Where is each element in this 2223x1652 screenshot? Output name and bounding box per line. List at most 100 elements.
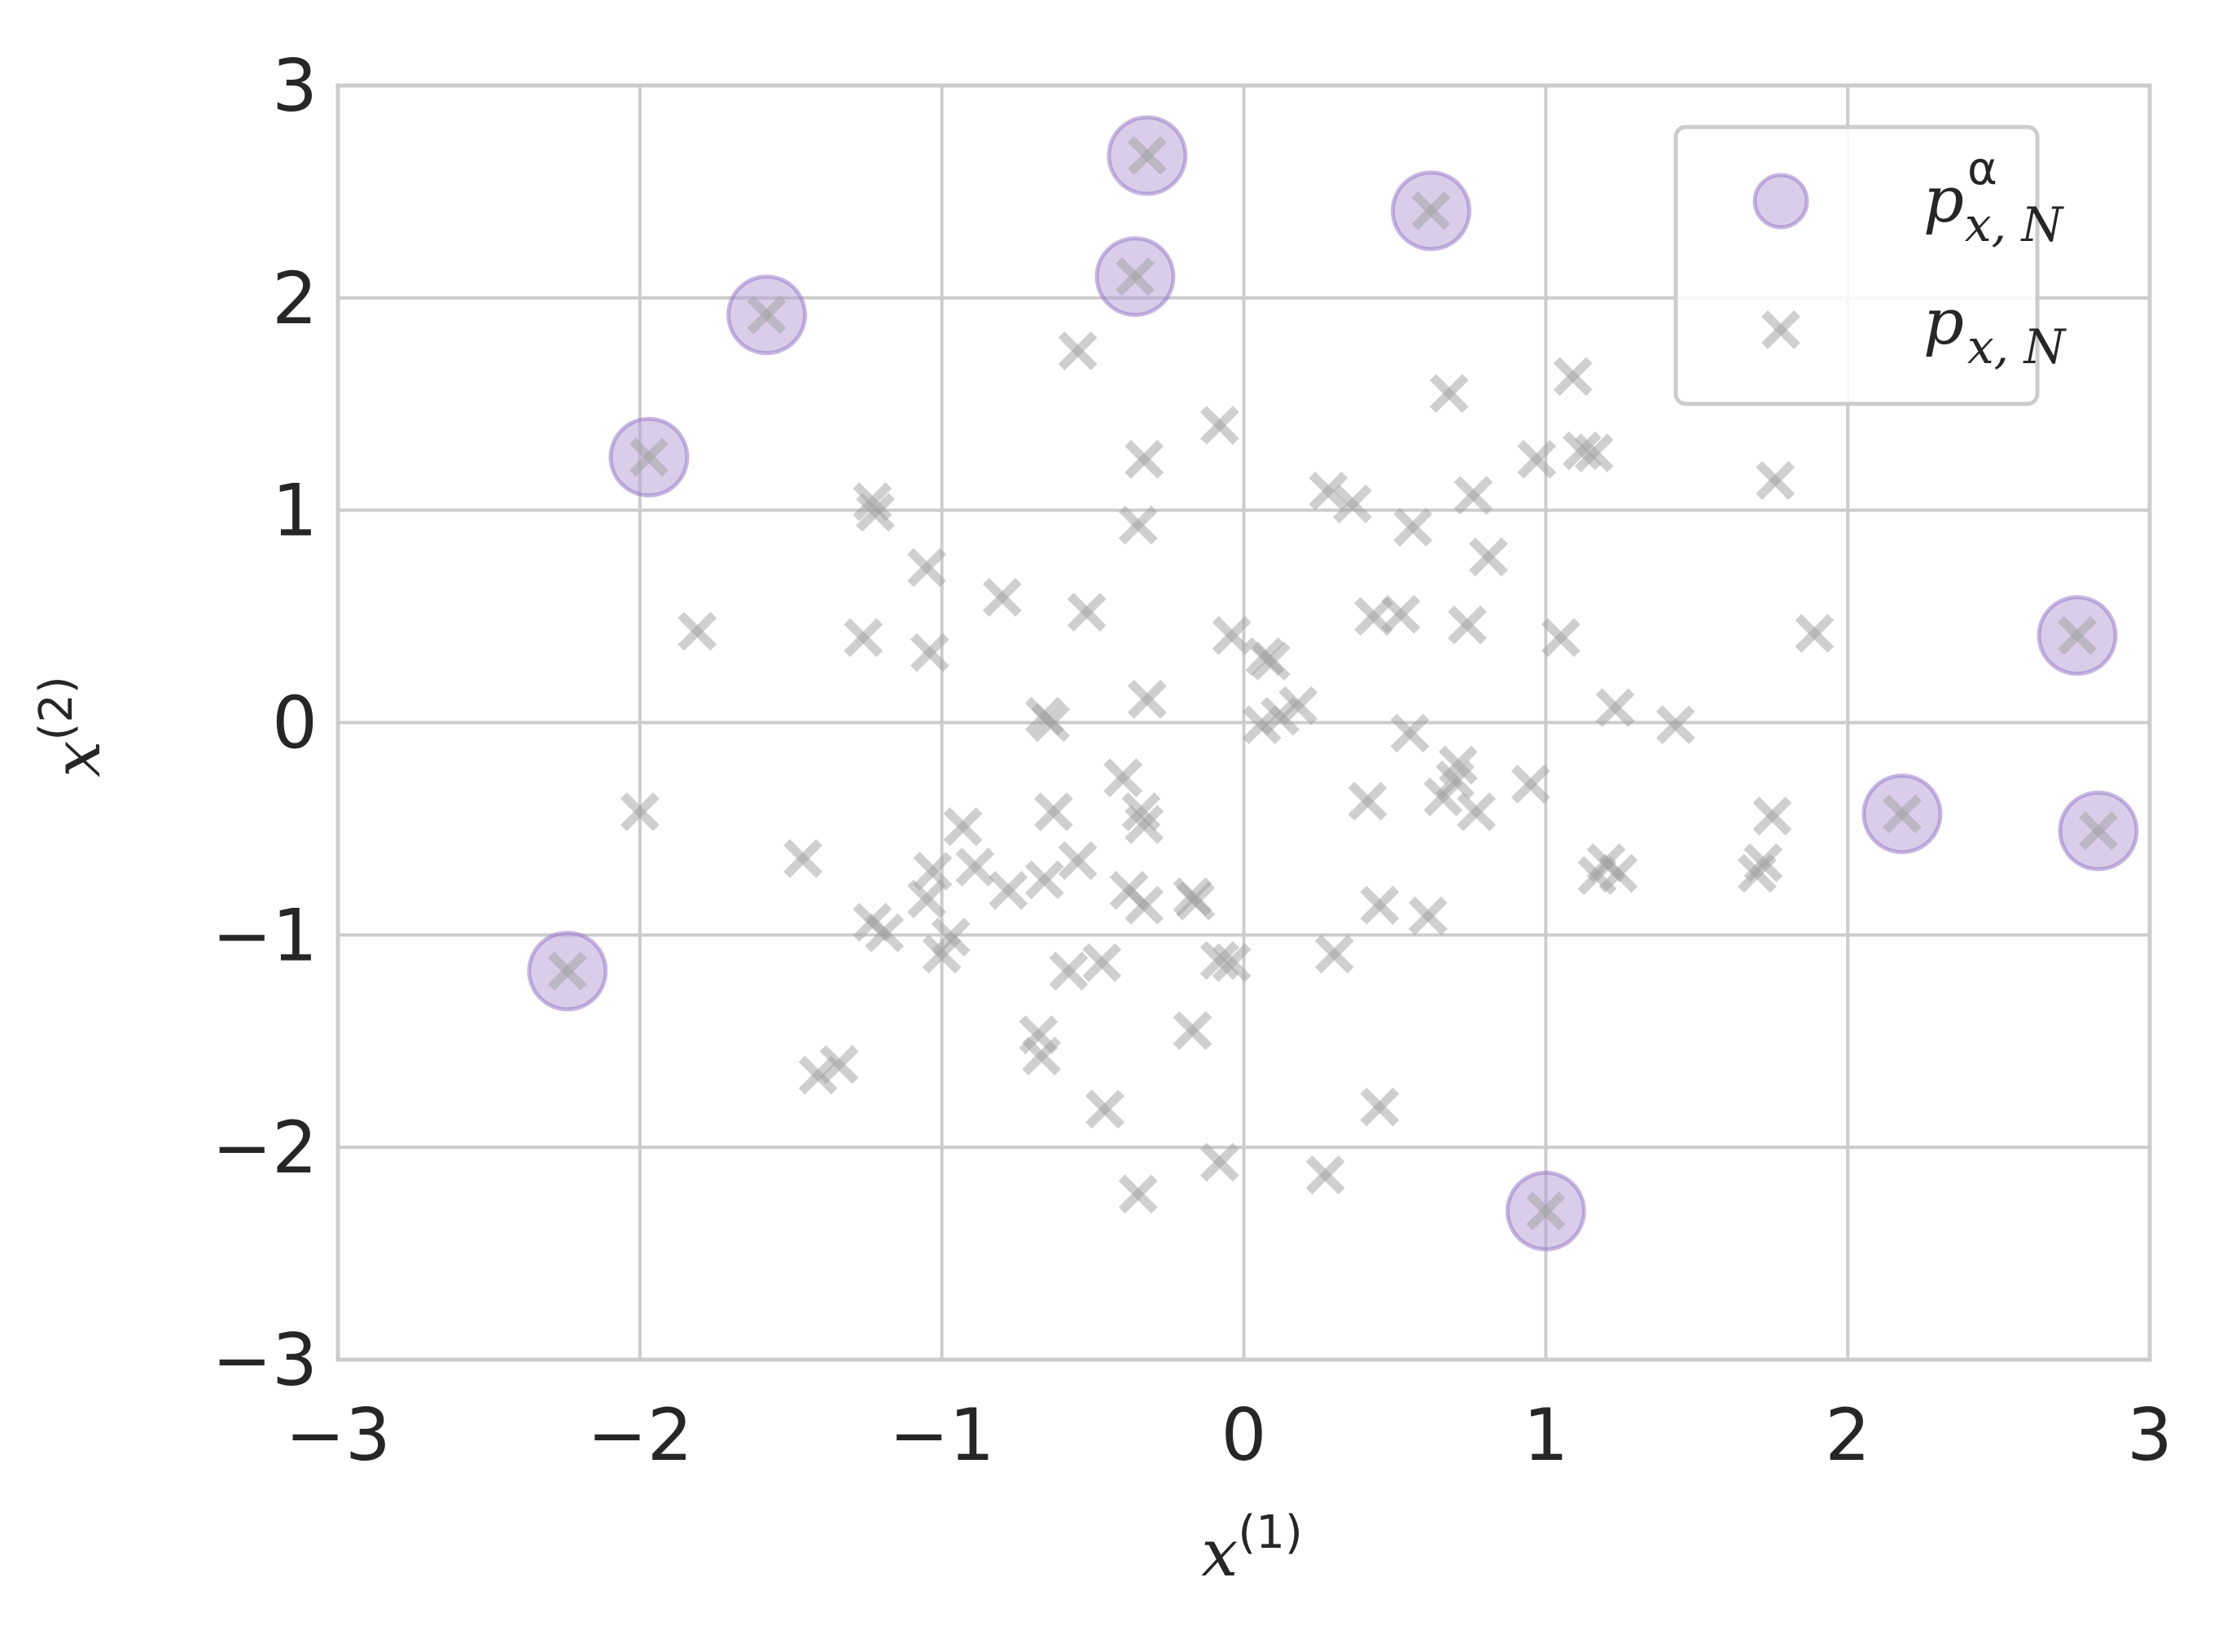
legend-entry-all: px, N: [1761, 286, 2067, 375]
data-point: [1127, 136, 1167, 175]
x-tick-label: 2: [1825, 1393, 1870, 1477]
data-point: [989, 870, 1028, 910]
data-point: [913, 852, 953, 891]
data-point: [1082, 943, 1122, 983]
data-point: [1883, 794, 1922, 834]
data-point: [1031, 703, 1071, 743]
data-point: [910, 633, 949, 673]
data-point: [1510, 765, 1550, 804]
data-point: [1049, 951, 1089, 991]
legend-label-selected: pα x, N: [1923, 142, 2064, 252]
data-point: [844, 618, 884, 658]
legend-x-marker: [1761, 310, 1800, 349]
data-point: [1127, 679, 1167, 719]
data-point: [1795, 614, 1835, 653]
data-point: [1655, 705, 1695, 744]
data-point: [1752, 796, 1792, 836]
data-point: [1067, 592, 1107, 632]
data-point: [1314, 934, 1354, 974]
data-point: [982, 577, 1022, 617]
data-point: [1278, 686, 1318, 725]
data-point: [1574, 433, 1614, 473]
data-point: [1058, 841, 1098, 880]
data-point: [819, 1045, 859, 1085]
data-point: [1058, 331, 1098, 370]
data-point: [1423, 777, 1463, 817]
x-tick-label: 0: [1221, 1393, 1267, 1477]
data-point: [1212, 943, 1252, 983]
tick-labels: −3 −2 −1 0 1 2 3 −3 −2 −1 0 1 2 3: [212, 44, 2173, 1477]
data-point: [620, 792, 660, 831]
data-point: [1118, 506, 1158, 545]
y-tick-label: −3: [212, 1318, 318, 1402]
data-point: [1393, 507, 1433, 547]
y-tick-label: 0: [272, 681, 318, 765]
data-point: [1468, 537, 1508, 576]
data-point: [1381, 594, 1421, 634]
x-axis-label: x(1): [1201, 1506, 1302, 1591]
legend: pα x, N px, N: [1673, 125, 2067, 406]
data-point: [1024, 860, 1064, 900]
data-point: [747, 295, 787, 335]
data-point: [1199, 940, 1239, 980]
data-point: [955, 847, 995, 887]
data-point: [798, 1055, 838, 1095]
data-point: [1448, 605, 1487, 645]
data-point: [1595, 688, 1635, 728]
data-point: [1199, 1142, 1239, 1182]
x-tick-label: 3: [2127, 1393, 2173, 1477]
data-point: [1212, 616, 1252, 655]
data-point: [677, 611, 717, 651]
legend-entry-selected: pα x, N: [1752, 142, 2064, 252]
data-point: [2079, 811, 2118, 851]
data-point: [1022, 1036, 1061, 1076]
data-point: [1103, 758, 1143, 798]
data-point: [1360, 885, 1400, 925]
data-point: [1517, 440, 1557, 479]
data-point: [907, 879, 947, 918]
data-point: [1454, 475, 1493, 515]
data-point: [1756, 461, 1796, 501]
data-point: [1173, 1010, 1212, 1050]
data-point: [2058, 616, 2097, 655]
data-point: [1577, 856, 1617, 896]
data-point: [1333, 484, 1372, 524]
x-tick-label: −1: [889, 1393, 995, 1477]
data-point: [1125, 440, 1164, 479]
all-points-layer: [547, 136, 2118, 1231]
data-point: [1390, 713, 1430, 753]
data-point: [547, 951, 587, 991]
data-point: [943, 807, 983, 847]
data-point: [856, 493, 895, 532]
data-point: [1118, 1174, 1158, 1214]
data-point: [1408, 896, 1448, 936]
data-point: [1348, 782, 1388, 821]
legend-label-all: px, N: [1923, 286, 2067, 375]
data-point: [1176, 881, 1216, 921]
data-point: [1085, 1089, 1125, 1129]
data-point: [922, 934, 962, 974]
data-point: [1125, 885, 1164, 925]
x-tick-label: −3: [285, 1393, 391, 1477]
data-point: [1411, 191, 1451, 230]
data-point: [1116, 256, 1155, 296]
data-point: [907, 548, 947, 587]
legend-circle-marker: [1752, 173, 1809, 230]
data-point: [1553, 357, 1593, 397]
legend-cross: [1761, 310, 1800, 349]
y-tick-label: −1: [212, 893, 318, 977]
y-tick-label: −2: [212, 1106, 318, 1190]
data-point: [1738, 853, 1777, 893]
data-point: [1541, 618, 1581, 658]
data-point: [1309, 471, 1348, 511]
x-tick-label: 1: [1523, 1393, 1568, 1477]
data-point: [1457, 792, 1496, 831]
data-point: [1199, 405, 1239, 445]
data-point: [629, 437, 669, 477]
data-point: [1526, 1191, 1566, 1231]
data-point: [865, 913, 905, 953]
data-point: [1125, 804, 1164, 844]
data-point: [1360, 1087, 1400, 1127]
data-point: [853, 482, 892, 522]
